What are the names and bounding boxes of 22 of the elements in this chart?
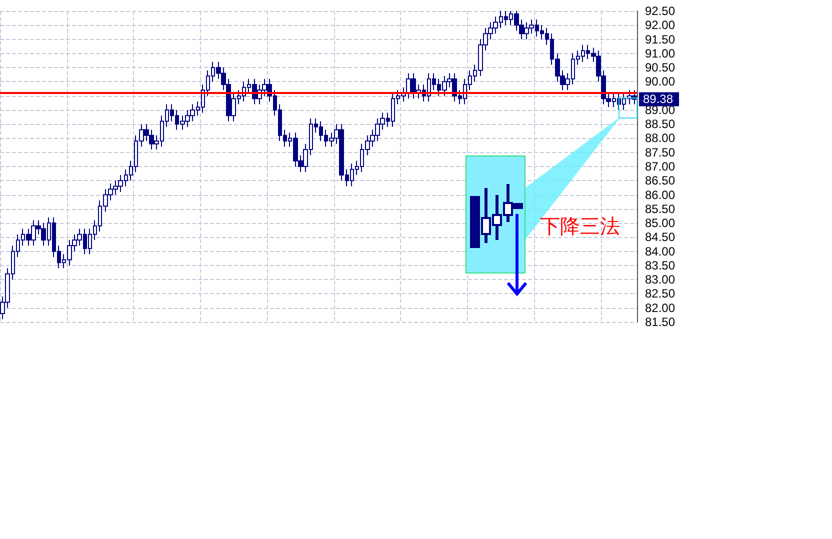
- y-tick-label: 91.50: [645, 32, 676, 46]
- y-tick-label: 83.00: [645, 272, 676, 287]
- y-tick-label: 92.00: [645, 18, 676, 32]
- y-tick-label: 87.00: [645, 160, 676, 174]
- y-tick-label: 92.50: [645, 4, 676, 18]
- y-tick-label: 90.50: [645, 60, 676, 75]
- y-tick-label: 82.50: [645, 286, 676, 301]
- y-tick-label: 85.00: [645, 216, 676, 230]
- y-tick-label: 84.00: [645, 244, 676, 258]
- y-tick-label: 82.00: [645, 300, 676, 315]
- y-tick-label: 81.50: [645, 315, 676, 329]
- y-tick-label: 84.50: [645, 230, 676, 244]
- y-tick-label: 88.00: [645, 131, 676, 146]
- y-tick-label: 83.50: [645, 258, 676, 272]
- y-tick-label: 86.50: [645, 174, 676, 188]
- y-tick-label: 85.50: [645, 202, 676, 216]
- y-tick-label: 87.50: [645, 145, 676, 160]
- y-tick-label: 88.50: [645, 117, 676, 132]
- y-tick-label: 86.00: [645, 188, 676, 202]
- annotation: 下降三法: [540, 213, 620, 240]
- y-tick-label: 90.00: [645, 74, 676, 89]
- y-tick-label: 91.00: [645, 46, 676, 60]
